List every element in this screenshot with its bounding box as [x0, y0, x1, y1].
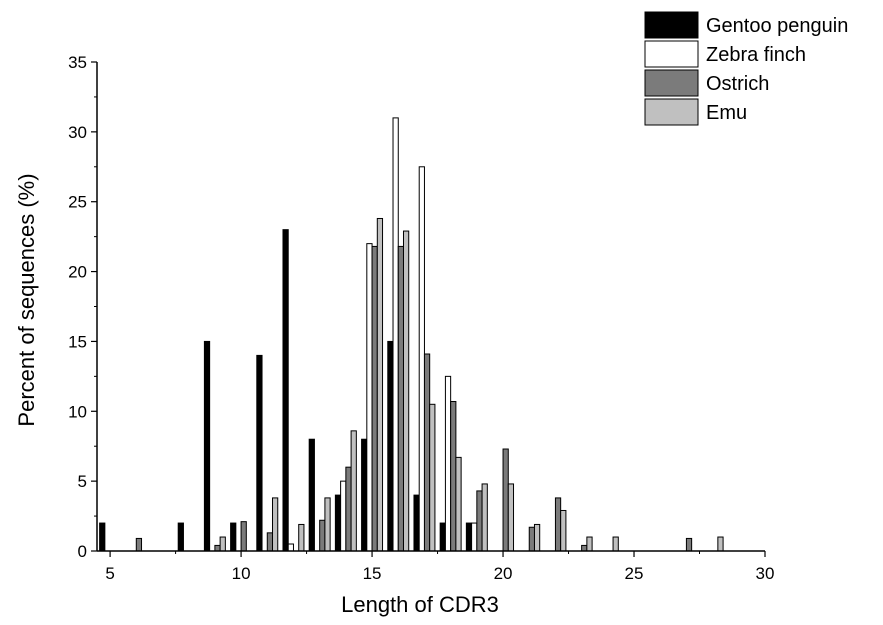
bar [403, 231, 408, 551]
bar [136, 538, 141, 551]
bar [288, 544, 293, 551]
x-tick-label: 10 [232, 564, 251, 583]
legend-swatch [645, 70, 698, 96]
bar [283, 230, 288, 551]
bar [534, 524, 539, 551]
y-tick-label: 0 [78, 542, 87, 561]
bar [555, 498, 560, 551]
legend-label: Zebra finch [706, 44, 806, 66]
bar [100, 523, 105, 551]
bar [424, 354, 429, 551]
bar [231, 523, 236, 551]
legend-item: Gentoo penguin [645, 12, 848, 38]
y-tick-label: 30 [68, 123, 87, 142]
y-tick-label: 10 [68, 402, 87, 421]
x-tick-label: 15 [363, 564, 382, 583]
x-tick-label: 30 [756, 564, 775, 583]
bar [508, 484, 513, 551]
bar [561, 510, 566, 551]
legend: Gentoo penguin Zebra finch Ostrich Emu [645, 12, 848, 125]
y-tick-label: 35 [68, 53, 87, 72]
bar [204, 341, 209, 551]
bar [419, 167, 424, 551]
bar [582, 545, 587, 551]
bar [215, 545, 220, 551]
bar [472, 523, 477, 551]
bar [257, 355, 262, 551]
bar [273, 498, 278, 551]
bar [178, 523, 183, 551]
legend-item: Zebra finch [645, 41, 806, 67]
bar [503, 449, 508, 551]
bar [325, 498, 330, 551]
bar [320, 520, 325, 551]
y-tick-label: 20 [68, 263, 87, 282]
y-axis-title: Percent of sequences (%) [14, 173, 39, 426]
bar [482, 484, 487, 551]
bar [613, 537, 618, 551]
bar [241, 522, 246, 551]
bar [393, 118, 398, 551]
bar [414, 495, 419, 551]
bar [341, 481, 346, 551]
legend-swatch [645, 41, 698, 67]
x-tick-label: 5 [105, 564, 114, 583]
bar [477, 491, 482, 551]
bar [267, 533, 272, 551]
bar [718, 537, 723, 551]
bar [309, 439, 314, 551]
legend-label: Gentoo penguin [706, 15, 848, 37]
bar [451, 402, 456, 551]
bar [456, 457, 461, 551]
bar [362, 439, 367, 551]
bar [398, 246, 403, 551]
legend-label: Ostrich [706, 73, 769, 95]
legend-swatch [645, 99, 698, 125]
bar [377, 218, 382, 551]
y-tick-label: 5 [78, 472, 87, 491]
bar [440, 523, 445, 551]
bar [430, 404, 435, 551]
bar [466, 523, 471, 551]
y-tick-label: 25 [68, 193, 87, 212]
x-axis-title: Length of CDR3 [341, 592, 499, 617]
legend-item: Emu [645, 99, 747, 125]
bar [335, 495, 340, 551]
bar [346, 467, 351, 551]
legend-swatch [645, 12, 698, 38]
legend-item: Ostrich [645, 70, 769, 96]
x-tick-label: 25 [625, 564, 644, 583]
legend-label: Emu [706, 102, 747, 124]
bar [299, 524, 304, 551]
bar [388, 341, 393, 551]
bar [686, 538, 691, 551]
bar [367, 244, 372, 551]
bar [372, 246, 377, 551]
bar [220, 537, 225, 551]
bar [587, 537, 592, 551]
x-tick-label: 20 [494, 564, 513, 583]
bars [100, 118, 723, 551]
bar [529, 527, 534, 551]
bar [351, 431, 356, 551]
bar [445, 376, 450, 551]
y-tick-label: 15 [68, 332, 87, 351]
